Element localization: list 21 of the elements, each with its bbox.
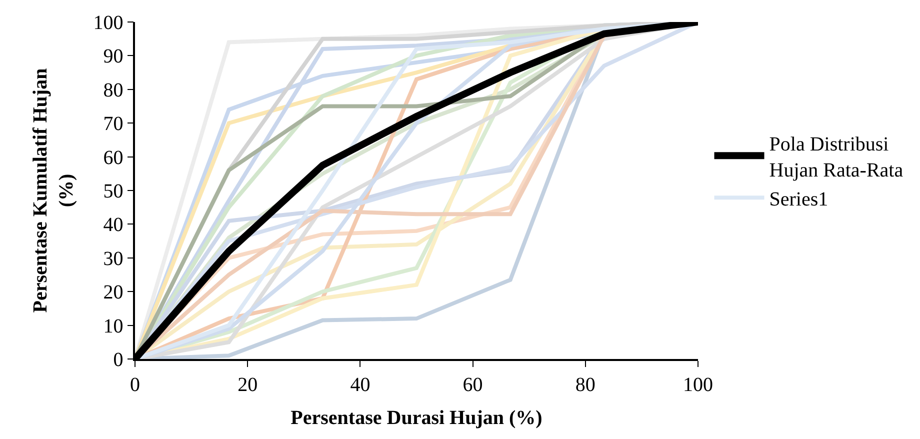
x-tick-label: 20 (238, 374, 258, 396)
y-tick-label: 20 (103, 282, 124, 304)
y-axis-title: Persentase Kumulatif Hujan (%) (29, 68, 78, 313)
x-tick-label: 40 (350, 374, 370, 396)
x-tick-label: 80 (575, 374, 596, 396)
y-tick-label: 30 (103, 248, 124, 270)
y-tick-label: 70 (103, 113, 124, 136)
legend-label: Pola Distribusi Hujan Rata-Rata (769, 133, 904, 182)
x-tick-label: 100 (683, 374, 713, 396)
y-tick-label: 0 (113, 349, 124, 371)
y-tick-label: 80 (103, 79, 124, 102)
y-tick-label: 40 (103, 214, 124, 236)
y-tick-label: 60 (103, 146, 124, 169)
x-tick-label: 60 (462, 374, 483, 396)
legend-label: Series1 (769, 188, 828, 210)
y-tick-label: 10 (103, 315, 124, 338)
x-axis-title: Persentase Durasi Hujan (%) (290, 406, 542, 429)
y-tick-label: 100 (93, 12, 124, 34)
y-tick-label: 90 (103, 46, 124, 68)
y-tick-label: 50 (103, 180, 124, 202)
x-tick-label: 0 (130, 374, 140, 396)
